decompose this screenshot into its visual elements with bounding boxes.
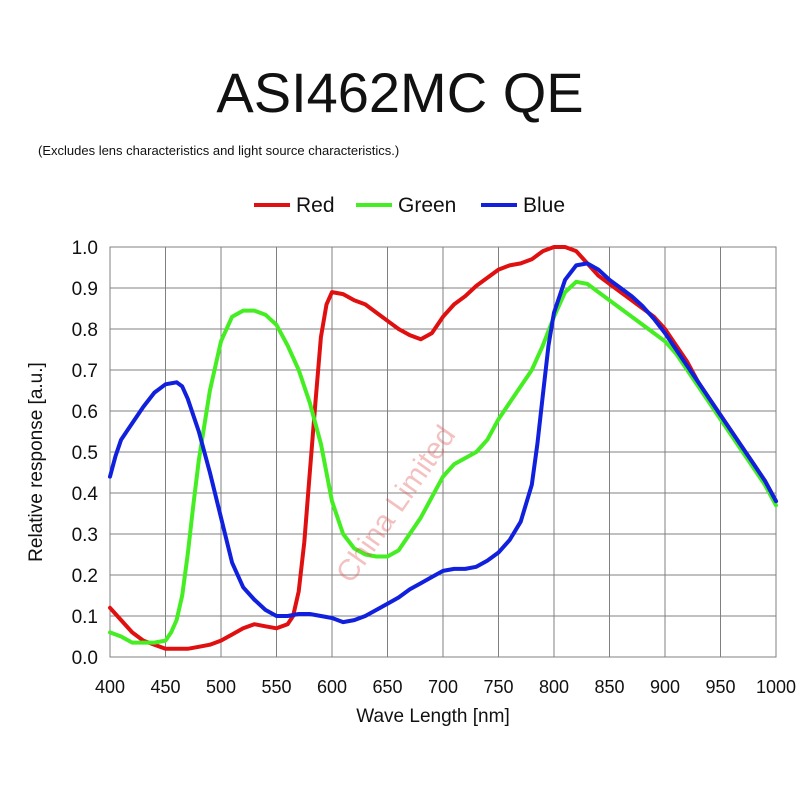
y-tick-label: 0.6 [72,402,98,423]
legend-label-blue: Blue [523,194,565,217]
y-tick-labels: 0.0 0.1 0.2 0.3 0.4 0.5 0.6 0.7 0.8 0.9 1.0 [72,238,99,669]
x-tick-label: 550 [261,677,291,697]
x-tick-label: 600 [317,677,347,697]
x-tick-label: 850 [594,677,624,697]
legend: Red Green Blue [254,194,565,217]
y-tick-label: 0.1 [72,607,98,628]
y-tick-label: 1.0 [72,238,98,259]
x-tick-label: 750 [483,677,513,697]
x-tick-label: 500 [206,677,236,697]
y-tick-label: 0.4 [72,484,99,505]
x-tick-label: 900 [650,677,680,697]
x-tick-label: 800 [539,677,569,697]
chart-subtitle: (Excludes lens characteristics and light… [38,143,400,158]
x-tick-label: 950 [705,677,735,697]
y-axis-label: Relative response [a.u.] [26,362,47,562]
plot-frame [109,246,777,658]
x-tick-label: 700 [428,677,458,697]
y-tick-label: 0.0 [72,648,98,669]
legend-label-red: Red [296,194,335,217]
y-tick-label: 0.7 [72,361,98,382]
y-tick-label: 0.5 [72,443,98,464]
x-tick-label: 450 [150,677,180,697]
series-line-green [108,279,778,645]
series-line-blue [108,261,778,625]
y-tick-label: 0.2 [72,566,98,587]
series-layer [108,245,778,651]
x-tick-labels: 400 450 500 550 600 650 700 750 800 850 900 950 1000 [95,677,796,697]
x-axis-label: Wave Length [nm] [356,706,509,727]
y-tick-label: 0.8 [72,320,98,341]
legend-label-green: Green [398,194,456,217]
chart-title: ASI462MC QE [216,61,584,124]
y-tick-label: 0.9 [72,279,98,300]
x-tick-label: 650 [372,677,402,697]
x-tick-label: 1000 [756,677,796,697]
y-tick-label: 0.3 [72,525,98,546]
x-tick-label: 400 [95,677,125,697]
